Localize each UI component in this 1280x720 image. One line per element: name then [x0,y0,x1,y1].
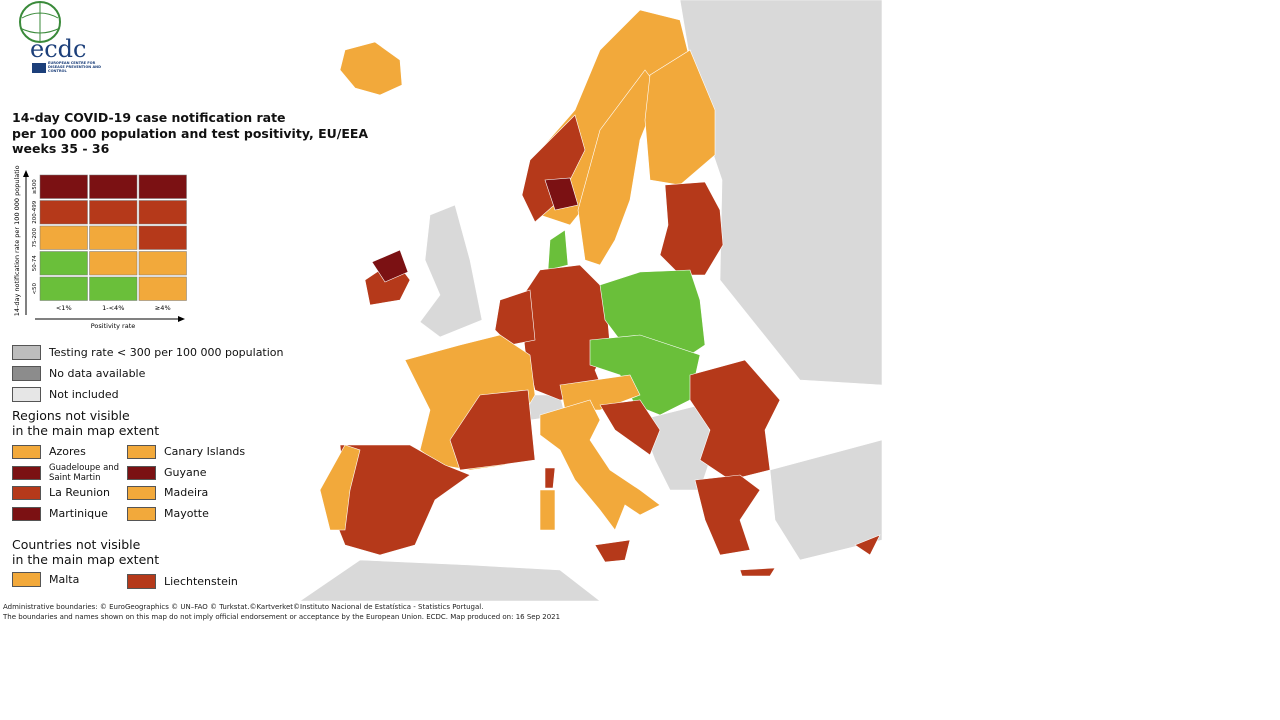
matrix-cell [39,276,88,301]
row-label: <50 [32,282,38,294]
croatia [599,399,661,456]
title-line: 14-day COVID-19 case notification rate [12,110,286,125]
legend-label: Guyane [164,465,207,479]
legend-swatch [127,574,156,589]
legend-swatch [12,486,41,500]
france-south-east [449,389,536,471]
arrow-head [178,316,185,322]
legend-swatch [127,486,156,500]
matrix-cell [89,174,138,199]
netherlands-belgium [494,289,536,346]
matrix-cell [138,225,187,250]
legend-label: Not included [49,388,119,401]
oslo [544,177,579,211]
denmark [547,229,569,271]
section-title: in the main map extent [12,552,160,567]
matrix-cell [39,251,88,276]
legend-swatch [127,445,156,459]
central-europe [589,334,701,416]
corsica [544,467,556,489]
legend-label: Liechtenstein [164,575,238,588]
logo-flag [32,63,46,73]
y-axis-label: 14-day notification rate per 100 000 pop… [13,165,21,316]
legend-swatch [12,465,41,480]
title-line: weeks 35 - 36 [12,141,110,156]
matrix-cell [89,200,138,225]
matrix-cell [89,276,138,301]
ireland-north [371,249,409,283]
iceland [339,41,403,96]
row-label: 75-200 [32,228,38,248]
section-title: Regions not visible [12,408,130,423]
footer-line: Administrative boundaries: © EuroGeograp… [3,603,484,611]
legend-swatch [12,345,41,360]
matrix-cell [39,200,88,225]
legend-label: La Reunion [49,486,110,499]
legend-label: Azores [49,445,86,458]
land-non-eu [419,204,483,338]
legend-label: Canary Islands [164,445,246,458]
title-line: per 100 000 population and test positivi… [12,125,369,141]
map [299,0,882,601]
matrix-cell [138,276,187,301]
legend-swatch [127,465,156,480]
legend-swatch [12,572,41,587]
finland [644,49,716,186]
poland [599,269,706,356]
legend-label: Guadeloupe and Saint Martin [49,462,120,483]
section-title: Countries not visible [12,537,141,552]
legend-label: Madeira [164,486,209,499]
legend-label: No data available [49,367,146,380]
portugal [319,444,361,531]
crete [739,567,776,577]
romania-bulgaria [689,359,781,481]
legend-label: Testing rate < 300 per 100 000 populatio… [49,346,284,359]
sardinia [539,489,556,531]
row-label: ≥500 [32,179,38,195]
legend-swatch [12,366,41,381]
legend-label: Mayotte [164,506,209,520]
logo-lines [19,2,61,42]
baltics [659,181,724,276]
cyprus [854,534,881,556]
matrix-cell [39,174,88,199]
logo-subtitle: EUROPEAN CENTRE FOR DISEASE PREVENTION A… [48,61,101,73]
x-axis-label: Positivity rate [91,322,136,330]
matrix-cell [138,200,187,225]
row-label: 50-74 [32,255,38,271]
matrix-cell [89,251,138,276]
land-non-eu [769,439,882,561]
logo-subtitle-box: EUROPEAN CENTRE FOR DISEASE PREVENTION A… [48,61,101,73]
matrix-cell [138,174,187,199]
row-label: 200-499 [32,200,38,223]
column-label: ≥4% [155,304,171,312]
legend-swatch [12,445,41,459]
italy [539,399,661,531]
matrix: ≥500 200-499 75-200 50-74 <50 <1% 1-<4% ≥4% 14-d… [13,165,187,330]
logo-text: ecdc [30,35,86,63]
matrix-cell [138,251,187,276]
column-label: 1-<4% [102,304,124,312]
matrix-cell [39,225,88,250]
matrix-cell [89,225,138,250]
legend-label: Malta [49,573,80,586]
legend-swatch [127,506,156,521]
greece [694,474,761,556]
column-label: <1% [56,304,72,312]
section-title: in the main map extent [12,423,160,438]
sicily [594,539,631,563]
legend-swatch [12,506,41,521]
footer-line: The boundaries and names shown on this m… [3,613,561,621]
legend-label: Martinique [49,506,108,520]
land-non-eu [299,559,601,601]
logo: ecdc EUROPEAN CENTRE FOR DISEASE PREVENT… [19,1,101,73]
arrow-head [23,170,29,177]
legend-swatch [12,387,41,402]
